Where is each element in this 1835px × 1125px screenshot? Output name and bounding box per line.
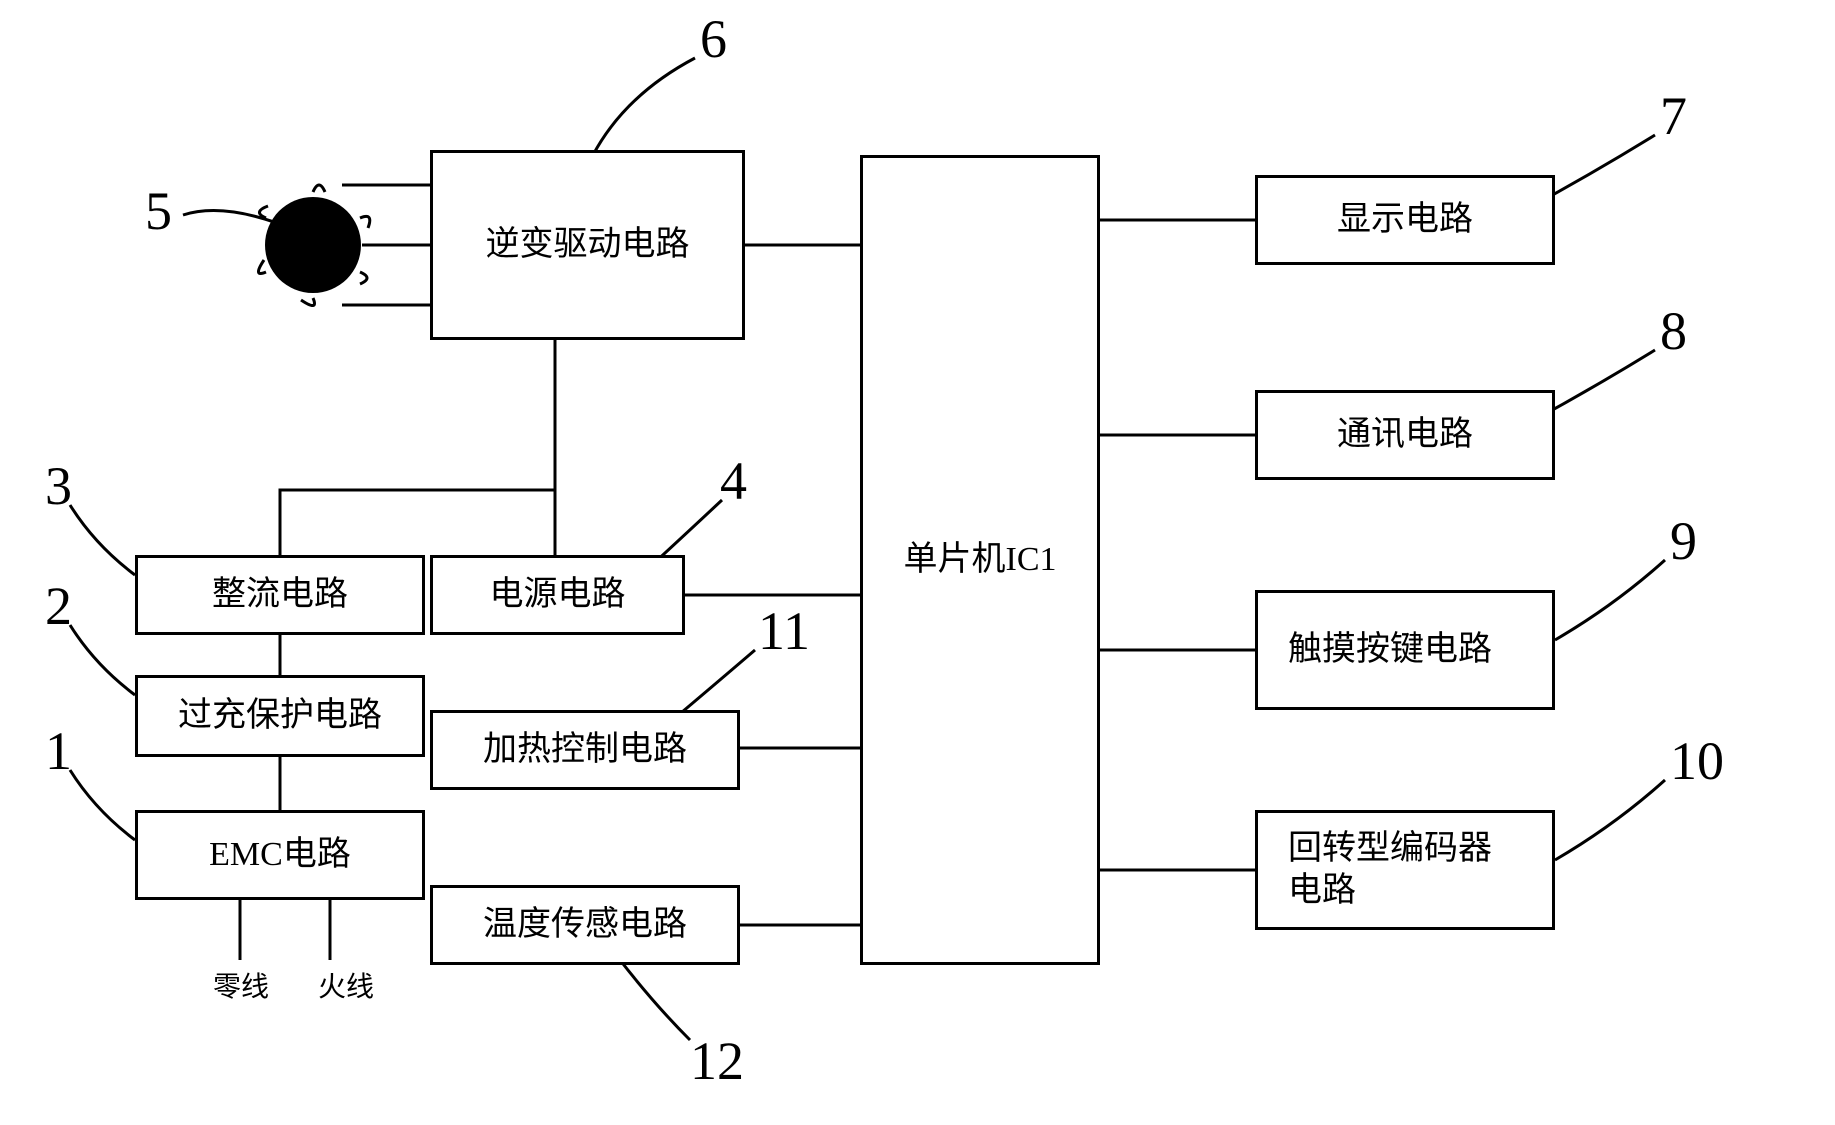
motor-symbol xyxy=(258,185,369,306)
block-emc-label: EMC电路 xyxy=(209,834,351,877)
block-inverter: 逆变驱动电路 xyxy=(430,150,745,340)
callout-3: 3 xyxy=(45,455,72,517)
block-rectifier: 整流电路 xyxy=(135,555,425,635)
callout-11: 11 xyxy=(758,600,810,662)
callout-4: 4 xyxy=(720,450,747,512)
label-neutral: 零线 xyxy=(213,965,269,1005)
block-touch: 触摸按键电路 xyxy=(1255,590,1555,710)
callout-1: 1 xyxy=(45,720,72,782)
callout-12: 12 xyxy=(690,1030,744,1092)
callout-6: 6 xyxy=(700,8,727,70)
block-inverter-label: 逆变驱动电路 xyxy=(486,224,690,267)
block-mcu-label: 单片机IC1 xyxy=(904,539,1057,582)
block-comm-label: 通讯电路 xyxy=(1337,414,1473,457)
callout-5: 5 xyxy=(145,180,172,242)
callout-8: 8 xyxy=(1660,300,1687,362)
diagram-stage: 单片机IC1 逆变驱动电路 整流电路 过充保护电路 EMC电路 电源电路 加热控… xyxy=(0,0,1835,1125)
block-encoder-label: 回转型编码器 电路 xyxy=(1288,828,1492,913)
callout-10: 10 xyxy=(1670,730,1724,792)
block-overcharge: 过充保护电路 xyxy=(135,675,425,757)
block-comm: 通讯电路 xyxy=(1255,390,1555,480)
block-temp-label: 温度传感电路 xyxy=(483,904,687,947)
callout-9: 9 xyxy=(1670,510,1697,572)
block-display-label: 显示电路 xyxy=(1337,199,1473,242)
block-rectifier-label: 整流电路 xyxy=(212,574,348,617)
label-live: 火线 xyxy=(318,965,374,1005)
block-display: 显示电路 xyxy=(1255,175,1555,265)
block-heater: 加热控制电路 xyxy=(430,710,740,790)
block-overcharge-label: 过充保护电路 xyxy=(178,695,382,738)
block-touch-label: 触摸按键电路 xyxy=(1288,629,1492,672)
block-temp: 温度传感电路 xyxy=(430,885,740,965)
block-mcu: 单片机IC1 xyxy=(860,155,1100,965)
block-emc: EMC电路 xyxy=(135,810,425,900)
callout-2: 2 xyxy=(45,575,72,637)
block-power-label: 电源电路 xyxy=(490,574,626,617)
block-power: 电源电路 xyxy=(430,555,685,635)
callout-7: 7 xyxy=(1660,85,1687,147)
block-encoder: 回转型编码器 电路 xyxy=(1255,810,1555,930)
block-heater-label: 加热控制电路 xyxy=(483,729,687,772)
